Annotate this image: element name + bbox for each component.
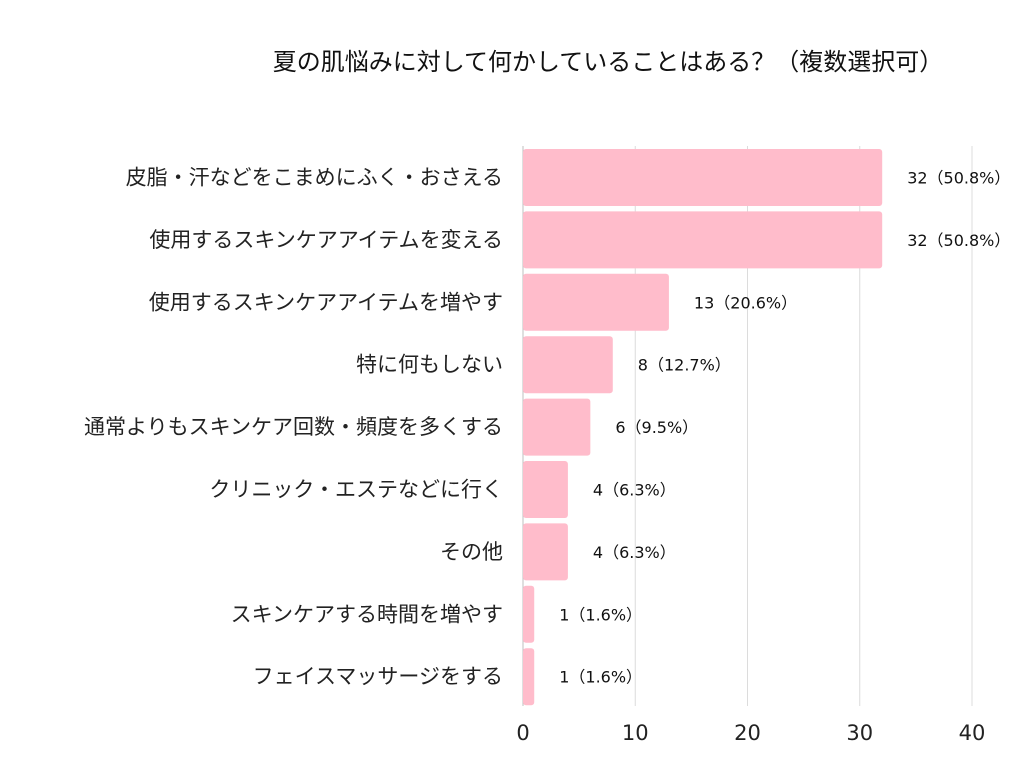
bar <box>523 336 613 394</box>
category-label: 特に何もしない <box>356 353 503 377</box>
x-tick-label: 30 <box>846 721 873 745</box>
bar <box>523 211 883 269</box>
value-label: 6（9.5%） <box>615 418 698 437</box>
category-labels: 皮脂・汗などをこまめにふく・おさえる使用するスキンケアアイテムを変える使用するス… <box>84 166 503 689</box>
value-label: 1（1.6%） <box>559 668 642 687</box>
value-labels: 32（50.8%） 32（50.8%） 13（20.6%） 8（12.7%） 6（9.5… <box>559 169 1010 687</box>
category-label: 使用するスキンケアアイテムを増やす <box>149 290 503 314</box>
bar <box>523 585 535 643</box>
value-label: 8（12.7%） <box>638 356 731 375</box>
category-label: 使用するスキンケアアイテムを変える <box>149 228 503 252</box>
x-tick-label: 10 <box>622 721 649 745</box>
category-label: クリニック・エステなどに行く <box>209 478 503 502</box>
bars <box>523 149 883 706</box>
x-tick-label: 40 <box>959 721 986 745</box>
value-label: 13（20.6%） <box>694 293 797 312</box>
x-axis-ticks: 0 10 20 30 40 <box>516 721 985 745</box>
category-label: フェイスマッサージをする <box>253 665 503 689</box>
bar <box>523 149 883 206</box>
x-tick-label: 20 <box>734 721 761 745</box>
bar <box>523 523 568 581</box>
value-label: 4（6.3%） <box>593 481 676 500</box>
bar <box>523 273 669 331</box>
bar <box>523 461 568 518</box>
value-label: 1（1.6%） <box>559 605 642 624</box>
bar <box>523 648 535 706</box>
category-label: 通常よりもスキンケア回数・頻度を多くする <box>84 415 503 439</box>
x-tick-label: 0 <box>516 721 529 745</box>
category-label: 皮脂・汗などをこまめにふく・おさえる <box>126 166 503 190</box>
value-label: 4（6.3%） <box>593 543 676 562</box>
category-label: その他 <box>440 540 503 564</box>
category-label: スキンケアする時間を増やす <box>231 602 503 626</box>
bar <box>523 398 591 456</box>
value-label: 32（50.8%） <box>907 169 1010 188</box>
value-label: 32（50.8%） <box>907 231 1010 250</box>
chart-title: 夏の肌悩みに対して何かしていることはある？（複数選択可） <box>273 48 944 76</box>
